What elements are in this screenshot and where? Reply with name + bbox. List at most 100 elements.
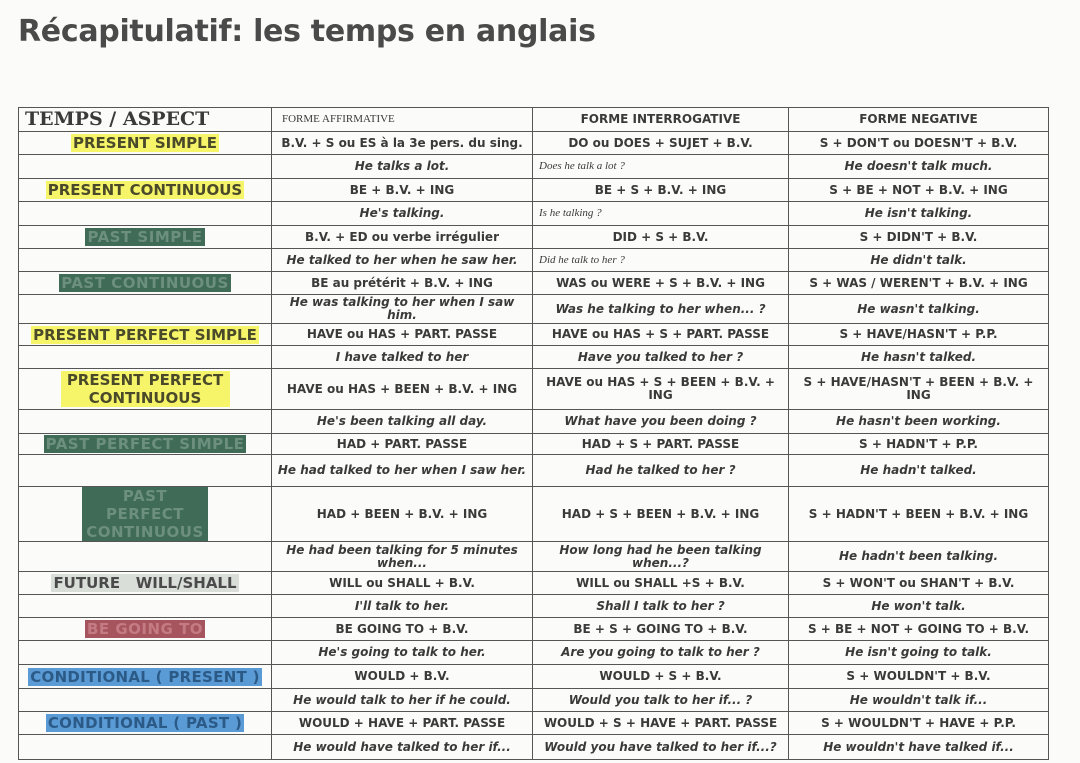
example-affirmative: He had been talking for 5 minutes when..…: [271, 541, 533, 572]
empty-cell: [18, 454, 272, 487]
tense-label-present-perfect-continuous: PRESENT PERFECT CONTINUOUS: [60, 371, 230, 407]
empty-cell: [18, 594, 272, 618]
example-negative: He won't talk.: [788, 594, 1049, 618]
example-affirmative: He talks a lot.: [271, 154, 533, 179]
table-row-formula: BE GOING TO BE GOING TO + B.V. BE + S + …: [18, 617, 1049, 641]
example-negative: He wasn't talking.: [788, 294, 1049, 324]
table-row-example: He's been talking all day. What have you…: [18, 409, 1049, 434]
table-row-example: I have talked to her Have you talked to …: [18, 345, 1049, 369]
formula-negative: S + HADN'T + P.P.: [788, 433, 1049, 455]
empty-cell: [18, 688, 272, 712]
tense-cell: CONDITIONAL ( PRESENT ): [18, 664, 272, 689]
table-row-formula: PRESENT PERFECT SIMPLE HAVE ou HAS + PAR…: [18, 323, 1049, 346]
empty-cell: [18, 294, 272, 324]
example-interrogative: Are you going to talk to her ?: [532, 640, 789, 665]
tense-label-future-will-shall: FUTURE WILL/SHALL: [51, 574, 239, 592]
table-row-formula: PAST CONTINUOUS BE au prétérit + B.V. + …: [18, 271, 1049, 295]
table-row-formula: CONDITIONAL ( PRESENT ) WOULD + B.V. WOU…: [18, 664, 1049, 689]
tense-label-past-perfect-simple: PAST PERFECT SIMPLE: [43, 435, 247, 453]
example-affirmative: He's going to talk to her.: [271, 640, 533, 665]
example-affirmative: He had talked to her when I saw her.: [271, 454, 533, 487]
table-row-formula: PRESENT SIMPLE B.V. + S ou ES à la 3e pe…: [18, 131, 1049, 155]
table-row-formula: PAST PERFECT SIMPLE HAD + PART. PASSE HA…: [18, 433, 1049, 455]
example-affirmative: He's been talking all day.: [271, 409, 533, 434]
tense-label-past-simple: PAST SIMPLE: [85, 228, 205, 246]
example-affirmative: I'll talk to her.: [271, 594, 533, 618]
tense-cell: PRESENT SIMPLE: [18, 131, 272, 155]
formula-interrogative: WILL ou SHALL +S + B.V.: [532, 571, 789, 595]
table-row-example: He talks a lot. Does he talk a lot ? He …: [18, 154, 1049, 179]
formula-interrogative: BE + S + GOING TO + B.V.: [532, 617, 789, 641]
tense-label-present-perfect-simple: PRESENT PERFECT SIMPLE: [31, 325, 259, 344]
table-row-example: He was talking to her when I saw him. Wa…: [18, 294, 1049, 324]
formula-affirmative: BE GOING TO + B.V.: [271, 617, 533, 641]
empty-cell: [18, 734, 272, 760]
tenses-table: TEMPS / ASPECT FORME AFFIRMATIVE FORME I…: [18, 107, 1049, 760]
tense-cell: PRESENT CONTINUOUS: [18, 178, 272, 202]
formula-affirmative: WILL ou SHALL + B.V.: [271, 571, 533, 595]
formula-affirmative: HAD + BEEN + B.V. + ING: [271, 486, 533, 542]
tense-cell: CONDITIONAL ( PAST ): [18, 711, 272, 735]
tense-cell: PAST PERFECT CONTINUOUS: [18, 486, 272, 542]
formula-negative: S + HADN'T + BEEN + B.V. + ING: [788, 486, 1049, 542]
formula-affirmative: HAD + PART. PASSE: [271, 433, 533, 455]
table-row-example: He would have talked to her if... Would …: [18, 734, 1049, 760]
example-affirmative: He talked to her when he saw her.: [271, 248, 533, 272]
empty-cell: [18, 248, 272, 272]
example-negative: He hasn't been working.: [788, 409, 1049, 434]
formula-affirmative: HAVE ou HAS + BEEN + B.V. + ING: [271, 368, 533, 410]
empty-cell: [18, 541, 272, 572]
formula-affirmative: BE au prétérit + B.V. + ING: [271, 271, 533, 295]
example-negative: He isn't talking.: [788, 201, 1049, 226]
example-negative: He hadn't talked.: [788, 454, 1049, 487]
example-interrogative: Did he talk to her ?: [532, 248, 789, 272]
formula-interrogative: DO ou DOES + SUJET + B.V.: [532, 131, 789, 155]
example-negative: He doesn't talk much.: [788, 154, 1049, 179]
formula-interrogative: WOULD + S + HAVE + PART. PASSE: [532, 711, 789, 735]
formula-interrogative: WAS ou WERE + S + B.V. + ING: [532, 271, 789, 295]
formula-negative: S + HAVE/HASN'T + P.P.: [788, 323, 1049, 346]
formula-negative: S + DIDN'T + B.V.: [788, 225, 1049, 249]
formula-affirmative: WOULD + HAVE + PART. PASSE: [271, 711, 533, 735]
example-interrogative: Was he talking to her when... ?: [532, 294, 789, 324]
example-affirmative: He's talking.: [271, 201, 533, 226]
formula-interrogative: BE + S + B.V. + ING: [532, 178, 789, 202]
example-interrogative: Shall I talk to her ?: [532, 594, 789, 618]
formula-affirmative: B.V. + ED ou verbe irrégulier: [271, 225, 533, 249]
table-row-formula: PAST PERFECT CONTINUOUS HAD + BEEN + B.V…: [18, 486, 1049, 542]
empty-cell: [18, 409, 272, 434]
header-tense-aspect: TEMPS / ASPECT: [18, 107, 272, 132]
formula-negative: S + WOULDN'T + HAVE + P.P.: [788, 711, 1049, 735]
formula-negative: S + HAVE/HASN'T + BEEN + B.V. + ING: [788, 368, 1049, 410]
empty-cell: [18, 201, 272, 226]
tense-cell: PAST SIMPLE: [18, 225, 272, 249]
empty-cell: [18, 154, 272, 179]
tense-cell: PRESENT PERFECT SIMPLE: [18, 323, 272, 346]
example-negative: He wouldn't talk if...: [788, 688, 1049, 712]
formula-interrogative: HAD + S + BEEN + B.V. + ING: [532, 486, 789, 542]
tense-cell: PAST CONTINUOUS: [18, 271, 272, 295]
table-header-row: TEMPS / ASPECT FORME AFFIRMATIVE FORME I…: [18, 107, 1049, 132]
example-interrogative: Would you have talked to her if...?: [532, 734, 789, 760]
table-row-example: He talked to her when he saw her. Did he…: [18, 248, 1049, 272]
table-row-formula: PAST SIMPLE B.V. + ED ou verbe irrégulie…: [18, 225, 1049, 249]
example-interrogative: How long had he been talking when...?: [532, 541, 789, 572]
table-row-example: I'll talk to her. Shall I talk to her ? …: [18, 594, 1049, 618]
example-affirmative: He would talk to her if he could.: [271, 688, 533, 712]
example-negative: He didn't talk.: [788, 248, 1049, 272]
example-interrogative: Is he talking ?: [532, 201, 789, 226]
example-negative: He hadn't been talking.: [788, 541, 1049, 572]
example-interrogative: Would you talk to her if... ?: [532, 688, 789, 712]
formula-affirmative: WOULD + B.V.: [271, 664, 533, 689]
table-row-formula: FUTURE WILL/SHALL WILL ou SHALL + B.V. W…: [18, 571, 1049, 595]
example-interrogative: Have you talked to her ?: [532, 345, 789, 369]
formula-affirmative: HAVE ou HAS + PART. PASSE: [271, 323, 533, 346]
tense-cell: PAST PERFECT SIMPLE: [18, 433, 272, 455]
example-negative: He hasn't talked.: [788, 345, 1049, 369]
table-row-example: He's talking. Is he talking ? He isn't t…: [18, 201, 1049, 226]
example-interrogative: Does he talk a lot ?: [532, 154, 789, 179]
tense-label-conditional-past: CONDITIONAL ( PAST ): [45, 714, 245, 732]
tense-label-conditional-present: CONDITIONAL ( PRESENT ): [28, 667, 262, 686]
example-negative: He wouldn't have talked if...: [788, 734, 1049, 760]
tense-label-past-perfect-continuous: PAST PERFECT CONTINUOUS: [82, 487, 208, 541]
